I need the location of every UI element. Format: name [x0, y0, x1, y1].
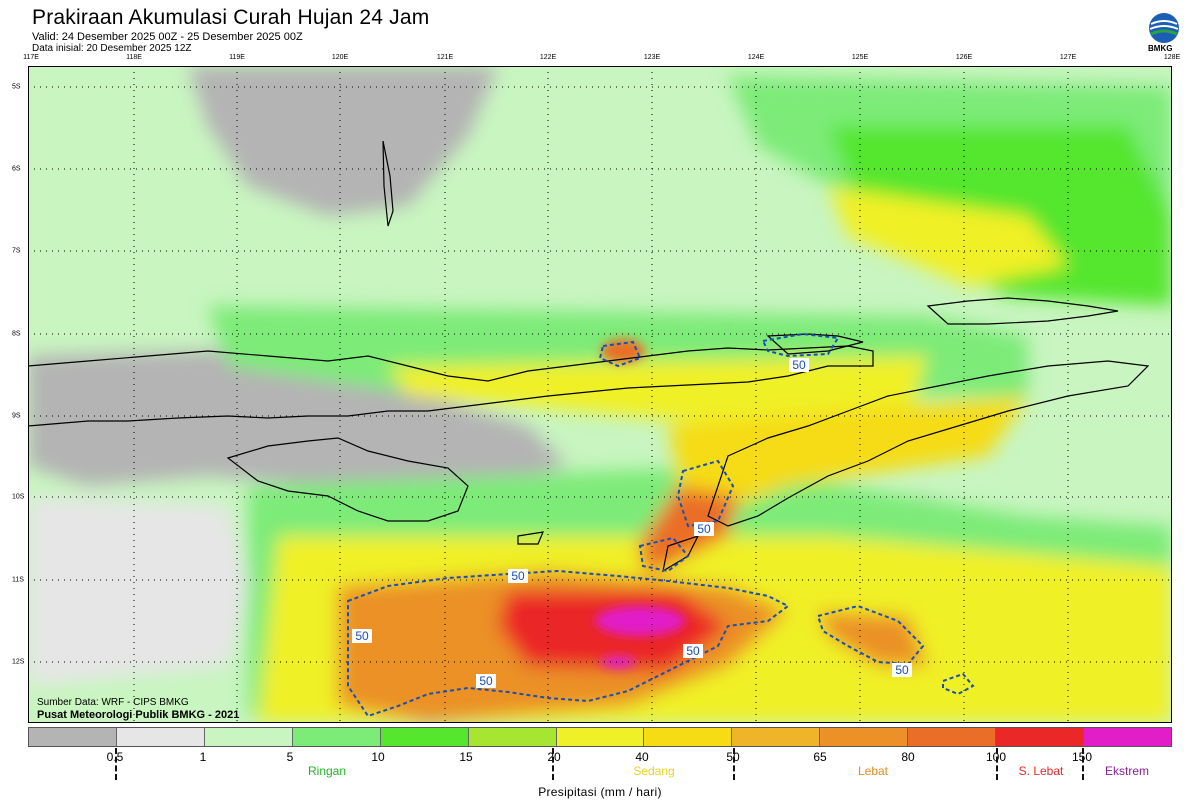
legend-tick-9: 80	[901, 750, 915, 764]
lat-label-5: 10S	[12, 493, 25, 501]
lon-label-10: 127E	[1059, 54, 1077, 61]
legend-swatch-7	[644, 728, 733, 746]
lon-label-3: 120E	[331, 54, 349, 61]
contour-label-5: 50	[694, 522, 714, 536]
legend-tick-5: 20	[547, 750, 561, 764]
contour-label-3: 50	[683, 644, 703, 658]
svg-text:50: 50	[355, 629, 369, 643]
legend-category-4: Ekstrem	[1104, 764, 1150, 778]
contour-flores-east	[761, 332, 840, 358]
lon-label-8: 125E	[851, 54, 869, 61]
contour-labels: 50 50 50 50 50 50 50	[352, 358, 912, 688]
rainfall-map: 50 50 50 50 50 50 50	[28, 66, 1172, 723]
legend-swatch-4	[380, 728, 469, 746]
lon-label-7: 124E	[747, 54, 765, 61]
legend-swatch-1	[116, 728, 205, 746]
coast-sumba	[226, 437, 469, 522]
initial-data: Data inisial: 20 Desember 2025 12Z	[32, 43, 192, 54]
dry-area-nw	[188, 66, 498, 216]
moderate-area-timor	[668, 396, 1028, 526]
legend-swatch-10	[908, 728, 997, 746]
legend-tick-6: 40	[635, 750, 649, 764]
extreme-rain-core	[595, 606, 685, 636]
legend-tick-1: 1	[199, 750, 207, 764]
lat-label-0: 5S	[12, 83, 21, 91]
lat-label-2: 7S	[12, 247, 21, 255]
coast-wetar	[926, 297, 1119, 325]
legend-swatch-11	[996, 728, 1085, 746]
legend-swatch-12	[1084, 728, 1171, 746]
contour-label-1: 50	[352, 629, 372, 643]
coast-sumbawa-lombok	[28, 345, 874, 427]
map-title: Prakiraan Akumulasi Curah Hujan 24 Jam	[32, 6, 430, 29]
heavy-rain-timor	[638, 486, 738, 576]
legend-category-2: Lebat	[857, 764, 889, 778]
contour-flores-spot	[598, 340, 642, 368]
contour-label-4: 50	[892, 663, 912, 677]
legend-swatch-0	[29, 728, 117, 746]
legend-divider-20	[552, 748, 554, 780]
legend-divider-100	[996, 748, 998, 780]
coast-timor	[707, 360, 1150, 527]
contour-timor-west	[676, 459, 735, 528]
lon-label-6: 123E	[643, 54, 661, 61]
lat-label-3: 8S	[12, 330, 21, 338]
lon-label-1: 118E	[126, 54, 142, 61]
coast-selayar	[382, 140, 394, 227]
light-area-west	[28, 496, 248, 686]
contour-south-big	[347, 569, 790, 718]
legend-swatch-9	[820, 728, 909, 746]
contour-label-0: 50	[508, 569, 528, 583]
moderate-area-center	[388, 356, 928, 426]
bmkg-logo	[1149, 13, 1179, 43]
svg-text:50: 50	[479, 674, 493, 688]
lat-label-4: 9S	[12, 412, 21, 420]
legend-tick-8: 65	[813, 750, 827, 764]
lon-label-11: 128E	[1163, 54, 1181, 61]
lon-label-5: 122E	[539, 54, 557, 61]
unit-label: Presipitasi (mm / hari)	[538, 785, 662, 799]
svg-text:50: 50	[792, 358, 806, 372]
valid-period: Valid: 24 Desember 2025 00Z - 25 Desembe…	[32, 31, 303, 43]
legend-divider-0	[115, 748, 117, 780]
contour-south-spot	[942, 672, 975, 696]
source-org: Pusat Meteorologi Publik BMKG - 2021	[37, 709, 240, 721]
legend-swatch-6	[556, 728, 645, 746]
legend-divider-50	[733, 748, 735, 780]
logo-text: BMKG	[1148, 44, 1173, 53]
precipitation-legend	[28, 727, 1172, 747]
svg-text:50: 50	[697, 522, 711, 536]
svg-text:50: 50	[686, 644, 700, 658]
lat-label-1: 6S	[12, 165, 21, 173]
heavy-rain-east	[818, 611, 928, 666]
legend-category-0: Ringan	[307, 764, 347, 778]
coastlines	[28, 140, 1150, 573]
legend-swatch-5	[468, 728, 557, 746]
legend-tick-2: 5	[286, 750, 294, 764]
contour-label-2: 50	[476, 674, 496, 688]
contour-label-6: 50	[789, 358, 809, 372]
legend-swatch-8	[732, 728, 821, 746]
lat-label-7: 12S	[12, 658, 25, 666]
legend-tick-4: 15	[459, 750, 473, 764]
lon-label-4: 121E	[436, 54, 454, 61]
moderate-area-north	[828, 186, 1068, 286]
legend-tick-3: 10	[371, 750, 385, 764]
lon-label-0: 117E	[23, 54, 39, 61]
dry-area-west	[28, 346, 568, 496]
legend-swatch-3	[292, 728, 381, 746]
source-data: Sumber Data: WRF - CIPS BMKG	[37, 697, 189, 708]
lat-label-6: 11S	[12, 576, 24, 584]
legend-category-3: S. Lebat	[1018, 764, 1064, 778]
legend-divider-150	[1082, 748, 1084, 780]
lon-label-2: 119E	[229, 54, 245, 61]
lon-label-9: 126E	[955, 54, 973, 61]
svg-text:50: 50	[895, 663, 909, 677]
legend-swatch-2	[204, 728, 293, 746]
coast-sawu	[517, 531, 544, 545]
svg-text:50: 50	[511, 569, 525, 583]
legend-category-1: Sedang	[633, 764, 675, 778]
contour-rote	[638, 536, 690, 573]
extreme-rain-spot	[600, 656, 636, 668]
